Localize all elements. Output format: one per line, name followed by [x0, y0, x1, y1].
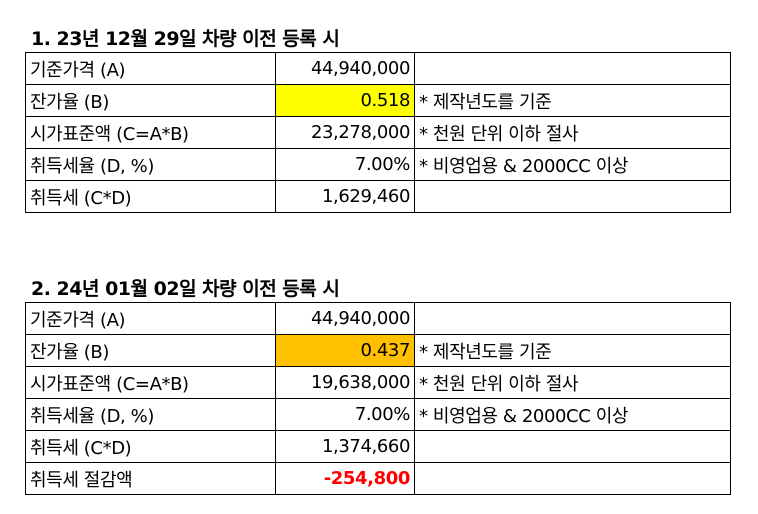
- table-row: 기준가격 (A) 44,940,000: [25, 302, 731, 335]
- value-cell[interactable]: 7.00%: [275, 148, 415, 181]
- note-cell[interactable]: [414, 52, 731, 85]
- note-cell[interactable]: * 비영업용 & 2000CC 이상: [414, 398, 731, 431]
- table-row: 시가표준액 (C=A*B) 23,278,000 * 천원 단위 이하 절사: [25, 116, 731, 149]
- label-cell[interactable]: 취득세 (C*D): [25, 430, 276, 463]
- note-cell[interactable]: * 비영업용 & 2000CC 이상: [414, 148, 731, 181]
- value-cell[interactable]: 44,940,000: [275, 52, 415, 85]
- table-row: 시가표준액 (C=A*B) 19,638,000 * 천원 단위 이하 절사: [25, 366, 731, 399]
- value-cell[interactable]: 1,374,660: [275, 430, 415, 463]
- label-cell[interactable]: 잔가율 (B): [25, 84, 276, 117]
- table-row: 잔가율 (B) 0.437 * 제작년도를 기준: [25, 334, 731, 367]
- savings-value-cell[interactable]: -254,800: [275, 462, 415, 495]
- section-1-title: 1. 23년 12월 29일 차량 이전 등록 시: [31, 28, 340, 50]
- table-row: 취득세 (C*D) 1,374,660: [25, 430, 731, 463]
- value-cell[interactable]: 19,638,000: [275, 366, 415, 399]
- table-row: 취득세 (C*D) 1,629,460: [25, 180, 731, 213]
- label-cell[interactable]: 기준가격 (A): [25, 302, 276, 335]
- note-cell[interactable]: * 제작년도를 기준: [414, 334, 731, 367]
- section-1-table: 기준가격 (A) 44,940,000 잔가율 (B) 0.518 * 제작년도…: [25, 52, 731, 213]
- label-cell[interactable]: 취득세율 (D, %): [25, 148, 276, 181]
- note-cell[interactable]: [414, 462, 731, 495]
- label-cell[interactable]: 시가표준액 (C=A*B): [25, 366, 276, 399]
- value-cell[interactable]: 7.00%: [275, 398, 415, 431]
- table-row: 기준가격 (A) 44,940,000: [25, 52, 731, 85]
- table-row: 잔가율 (B) 0.518 * 제작년도를 기준: [25, 84, 731, 117]
- value-cell[interactable]: 23,278,000: [275, 116, 415, 149]
- value-cell-highlighted[interactable]: 0.518: [275, 84, 415, 117]
- note-cell[interactable]: * 제작년도를 기준: [414, 84, 731, 117]
- value-cell-highlighted[interactable]: 0.437: [275, 334, 415, 367]
- label-cell[interactable]: 잔가율 (B): [25, 334, 276, 367]
- table-row: 취득세율 (D, %) 7.00% * 비영업용 & 2000CC 이상: [25, 398, 731, 431]
- section-2-title: 2. 24년 01월 02일 차량 이전 등록 시: [31, 278, 340, 300]
- value-cell[interactable]: 44,940,000: [275, 302, 415, 335]
- note-cell[interactable]: * 천원 단위 이하 절사: [414, 366, 731, 399]
- table-row: 취득세 절감액 -254,800: [25, 462, 731, 495]
- label-cell[interactable]: 기준가격 (A): [25, 52, 276, 85]
- note-cell[interactable]: [414, 302, 731, 335]
- note-cell[interactable]: * 천원 단위 이하 절사: [414, 116, 731, 149]
- section-2-table: 기준가격 (A) 44,940,000 잔가율 (B) 0.437 * 제작년도…: [25, 302, 731, 495]
- note-cell[interactable]: [414, 430, 731, 463]
- note-cell[interactable]: [414, 180, 731, 213]
- value-cell[interactable]: 1,629,460: [275, 180, 415, 213]
- label-cell[interactable]: 취득세 절감액: [25, 462, 276, 495]
- table-row: 취득세율 (D, %) 7.00% * 비영업용 & 2000CC 이상: [25, 148, 731, 181]
- label-cell[interactable]: 취득세 (C*D): [25, 180, 276, 213]
- label-cell[interactable]: 취득세율 (D, %): [25, 398, 276, 431]
- label-cell[interactable]: 시가표준액 (C=A*B): [25, 116, 276, 149]
